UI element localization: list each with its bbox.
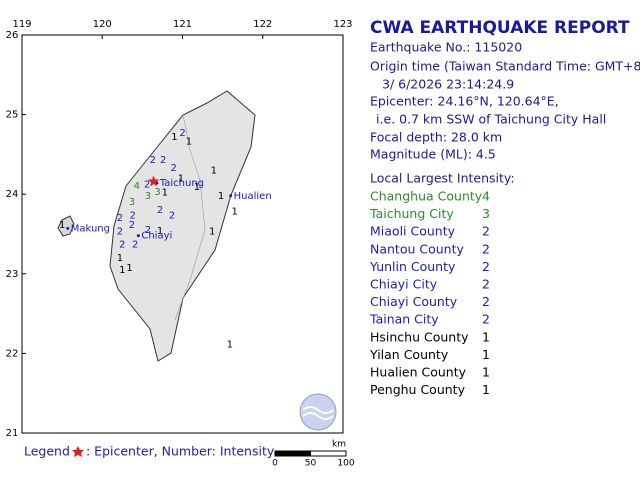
legend-star <box>72 446 84 457</box>
county-intensity: 1 <box>482 347 490 362</box>
station-intensity: 1 <box>209 227 215 238</box>
station-intensity: 2 <box>145 225 151 236</box>
station-intensity: 1 <box>227 340 233 351</box>
place-label: Chiayi <box>141 231 172 242</box>
station-intensity: 1 <box>186 137 192 148</box>
county-name: Nantou County <box>370 241 464 256</box>
station-intensity: 1 <box>171 132 177 143</box>
station-intensity: 1 <box>59 220 65 231</box>
station-intensity: 1 <box>218 191 224 202</box>
station-intensity: 2 <box>132 239 138 250</box>
lon-label: 120 <box>93 19 112 30</box>
county-border <box>174 114 206 321</box>
lat-label: 22 <box>6 348 19 359</box>
station-intensity: 2 <box>130 211 136 222</box>
station-intensity: 2 <box>150 155 156 166</box>
taiwan-outline <box>109 90 256 362</box>
report-line: i.e. 0.7 km SSW of Taichung City Hall <box>376 112 606 127</box>
county-intensity: 1 <box>482 329 490 344</box>
county-intensity: 2 <box>482 241 490 256</box>
county-intensity: 4 <box>482 189 490 204</box>
county-name: Penghu County <box>370 382 466 397</box>
place-label: Makung <box>71 223 110 234</box>
station-intensity: 2 <box>129 220 135 231</box>
scale-segment <box>310 450 347 457</box>
station-intensity: 1 <box>157 226 163 237</box>
county-intensity: 1 <box>482 365 490 380</box>
station-intensity: 2 <box>117 227 123 238</box>
county-name: Taichung City <box>369 206 454 221</box>
county-name: Tainan City <box>369 312 439 327</box>
lat-label: 21 <box>6 428 19 439</box>
lat-label: 25 <box>6 110 19 121</box>
scale-label: 100 <box>337 459 354 469</box>
county-intensity: 3 <box>482 206 490 221</box>
lon-label: 122 <box>253 19 272 30</box>
station-intensity: 2 <box>160 155 166 166</box>
station-intensity: 4 <box>134 181 140 192</box>
place-label: Hualien <box>234 191 272 202</box>
county-name: Hualien County <box>370 365 467 380</box>
place-dot <box>229 194 233 198</box>
county-name: Chiayi County <box>370 294 458 309</box>
report-line: Origin time (Taiwan Standard Time: GMT+8… <box>370 59 640 74</box>
scale-label: 0 <box>272 459 278 469</box>
legend-text: : Epicenter, Number: Intensity <box>86 444 275 459</box>
logo <box>299 393 337 431</box>
station-intensity: 2 <box>179 128 185 139</box>
report-line: Earthquake No.: 115020 <box>370 40 522 55</box>
report-line: Epicenter: 24.16°N, 120.64°E, <box>370 94 559 109</box>
lon-label: 119 <box>12 19 31 30</box>
legend-label: Legend <box>24 444 70 459</box>
scale-segment <box>274 450 311 457</box>
county-name: Hsinchu County <box>370 329 469 344</box>
station-intensity: 1 <box>162 188 168 199</box>
station-intensity: 2 <box>170 163 176 174</box>
lon-label: 123 <box>333 19 352 30</box>
lon-label: 121 <box>173 19 192 30</box>
county-name: Yilan County <box>369 347 449 362</box>
station-intensity: 3 <box>145 191 151 202</box>
station-intensity: 2 <box>157 205 163 216</box>
county-name: Chiayi City <box>370 277 438 292</box>
county-intensity: 1 <box>482 382 490 397</box>
station-intensity: 2 <box>119 239 125 250</box>
county-intensity: 2 <box>482 277 490 292</box>
county-name: Miaoli County <box>370 224 456 239</box>
epicenter-star <box>147 175 160 187</box>
station-intensity: 1 <box>211 165 217 176</box>
station-intensity: 1 <box>194 182 200 193</box>
place-dot <box>66 226 70 230</box>
station-intensity: 1 <box>126 263 132 274</box>
station-intensity: 1 <box>231 207 237 218</box>
lat-label: 23 <box>6 269 19 280</box>
station-intensity: 1 <box>119 265 125 276</box>
station-intensity: 2 <box>144 180 150 191</box>
report-line: Magnitude (ML): 4.5 <box>370 147 496 162</box>
county-intensity: 2 <box>482 312 490 327</box>
intensity-heading: Local Largest Intensity: <box>370 171 515 186</box>
station-intensity: 1 <box>117 253 123 264</box>
place-dot <box>136 234 140 238</box>
station-intensity: 2 <box>169 211 175 222</box>
lat-label: 24 <box>6 189 19 200</box>
station-intensity: 1 <box>178 173 184 184</box>
county-name: Yunlin County <box>369 259 456 274</box>
report-line: 3/ 6/2026 23:14:24.9 <box>382 77 514 92</box>
place-label: Taichung <box>159 178 204 189</box>
county-name: Changhua County <box>370 189 483 204</box>
county-intensity: 2 <box>482 294 490 309</box>
lat-label: 26 <box>6 30 19 41</box>
scale-label: 50 <box>305 459 317 469</box>
county-intensity: 2 <box>482 259 490 274</box>
report-line: Focal depth: 28.0 km <box>370 130 502 145</box>
station-intensity: 2 <box>117 213 123 224</box>
station-intensity: 3 <box>154 187 160 198</box>
station-intensity: 3 <box>129 197 135 208</box>
county-intensity: 2 <box>482 224 490 239</box>
penghu-outline <box>57 215 75 237</box>
scale-unit: km <box>332 440 346 450</box>
report-title: CWA EARTHQUAKE REPORT <box>370 18 630 38</box>
